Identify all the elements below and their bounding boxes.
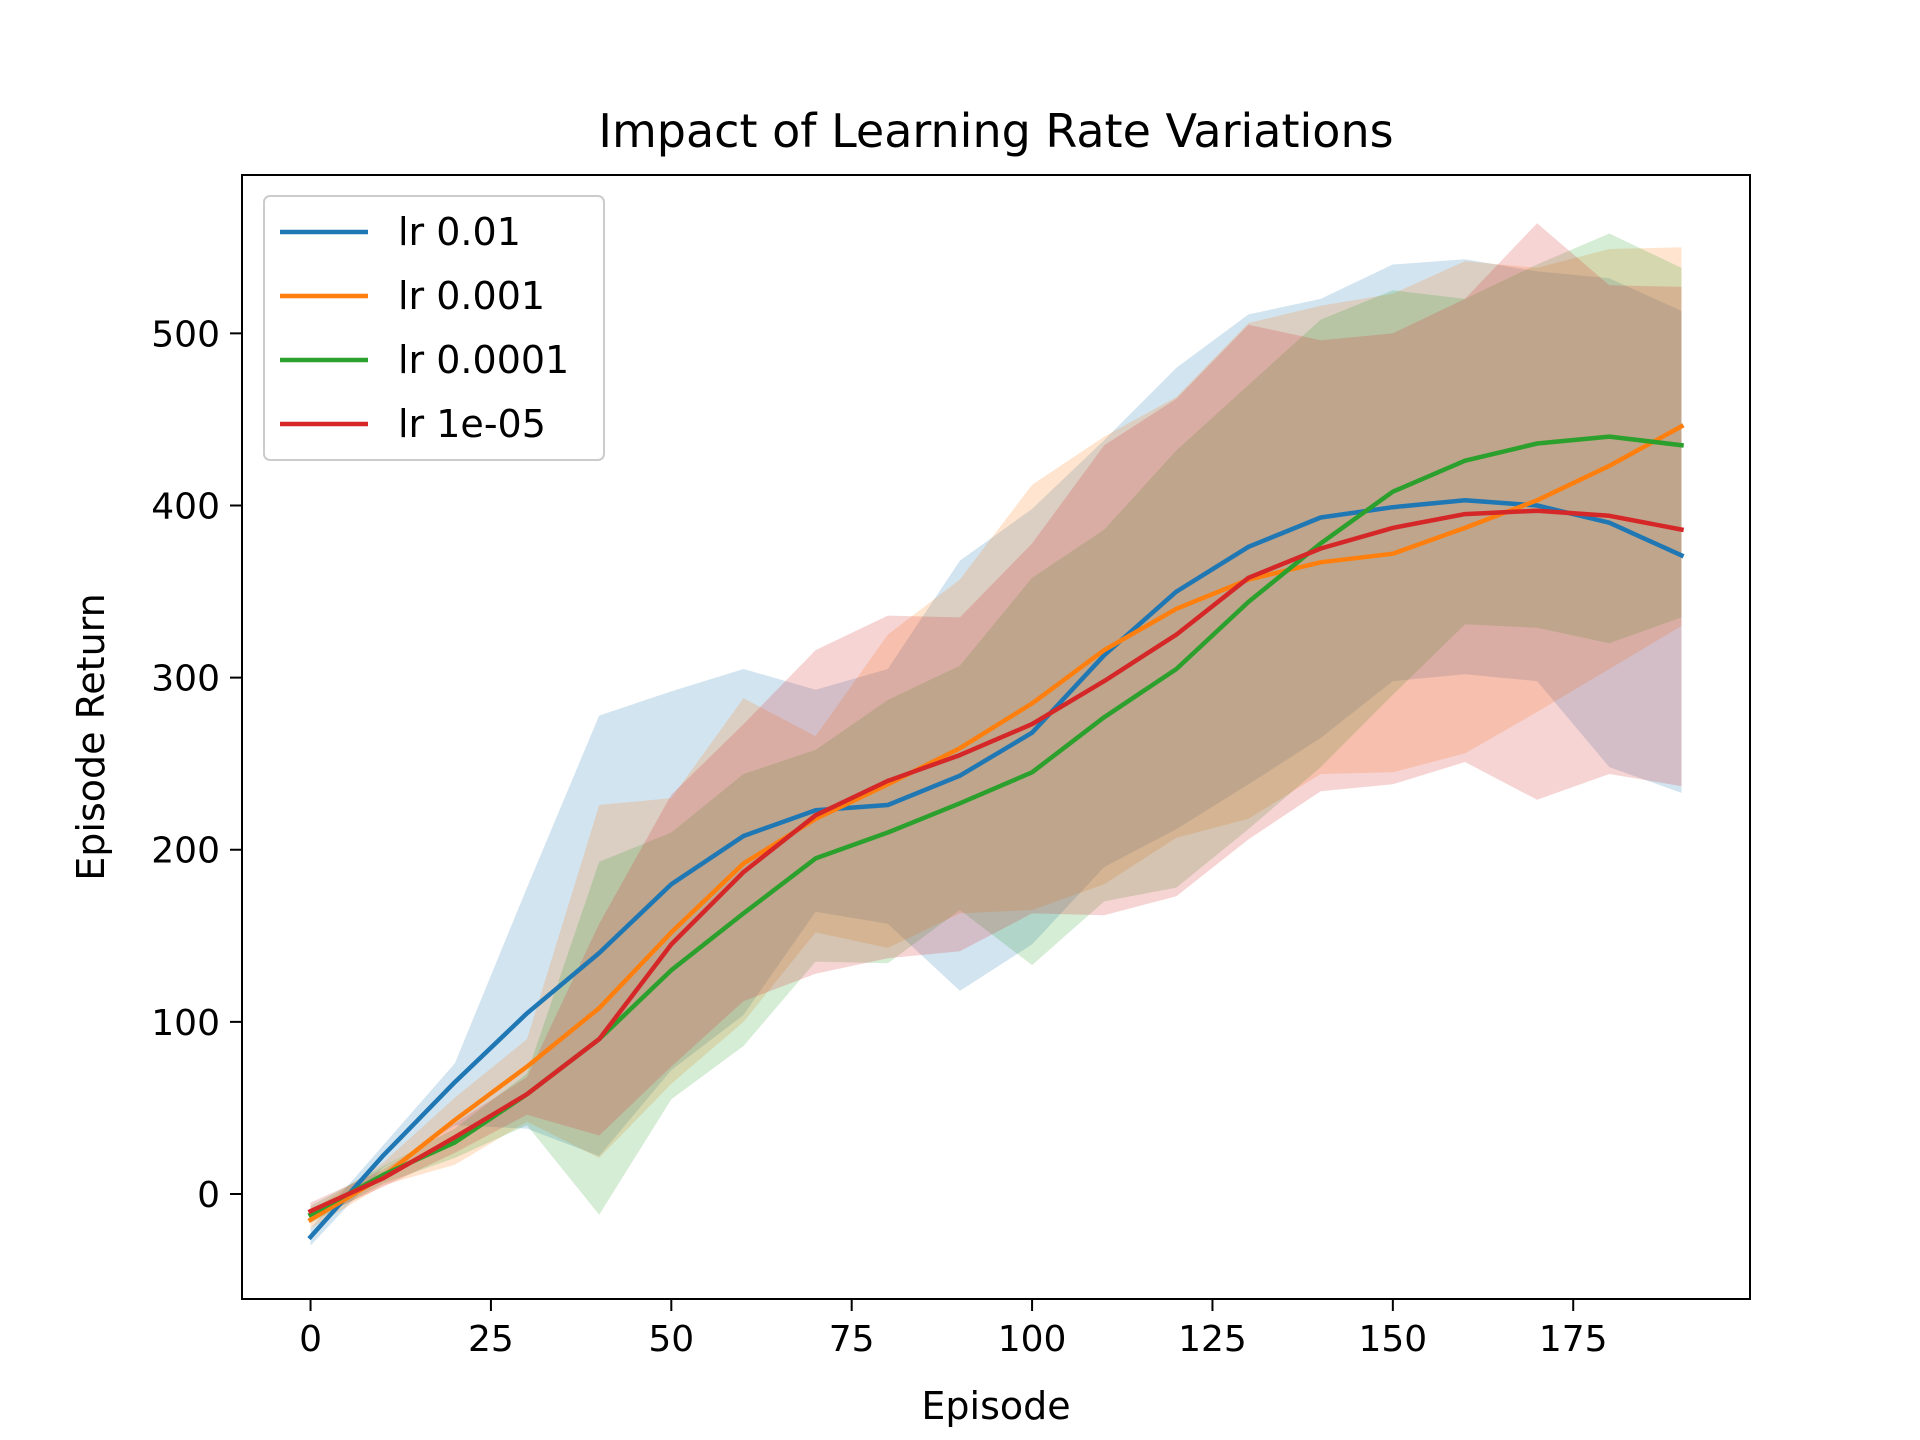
legend: lr 0.01 lr 0.001 lr 0.0001 lr 1e-05 (263, 195, 605, 461)
plot-frame (241, 174, 1751, 1300)
x-tick-label: 25 (468, 1319, 514, 1360)
x-tick-label: 50 (648, 1319, 694, 1360)
legend-box (263, 195, 605, 461)
y-tick-label: 200 (151, 831, 220, 872)
y-axis: 0 100 200 300 400 500 (151, 314, 242, 1216)
x-tick-label: 150 (1358, 1319, 1427, 1360)
x-tick-label: 100 (998, 1319, 1067, 1360)
y-axis-label: Episode Return (69, 593, 113, 880)
line-lr-0-001 (307, 423, 1685, 1223)
x-tick-label: 75 (829, 1319, 875, 1360)
x-tick-label: 0 (299, 1319, 322, 1360)
chart-title: Impact of Learning Rate Variations (598, 104, 1393, 158)
y-tick-label: 500 (151, 314, 220, 355)
line-lr-1e-05 (307, 508, 1685, 1215)
x-tick-label: 175 (1539, 1319, 1608, 1360)
legend-label: lr 1e-05 (398, 402, 546, 446)
legend-label: lr 0.01 (398, 210, 521, 254)
x-axis-label: Episode (921, 1384, 1070, 1428)
y-tick-label: 300 (151, 659, 220, 700)
y-tick-label: 0 (197, 1175, 220, 1216)
series-lines (307, 423, 1685, 1241)
legend-label: lr 0.0001 (398, 338, 569, 382)
y-tick-label: 100 (151, 1003, 220, 1044)
line-lr-0-01 (307, 498, 1685, 1241)
legend-label: lr 0.001 (398, 274, 545, 318)
x-axis: 0 25 50 75 100 125 150 175 (299, 1299, 1608, 1360)
x-tick-label: 125 (1178, 1319, 1247, 1360)
y-tick-label: 400 (151, 486, 220, 527)
